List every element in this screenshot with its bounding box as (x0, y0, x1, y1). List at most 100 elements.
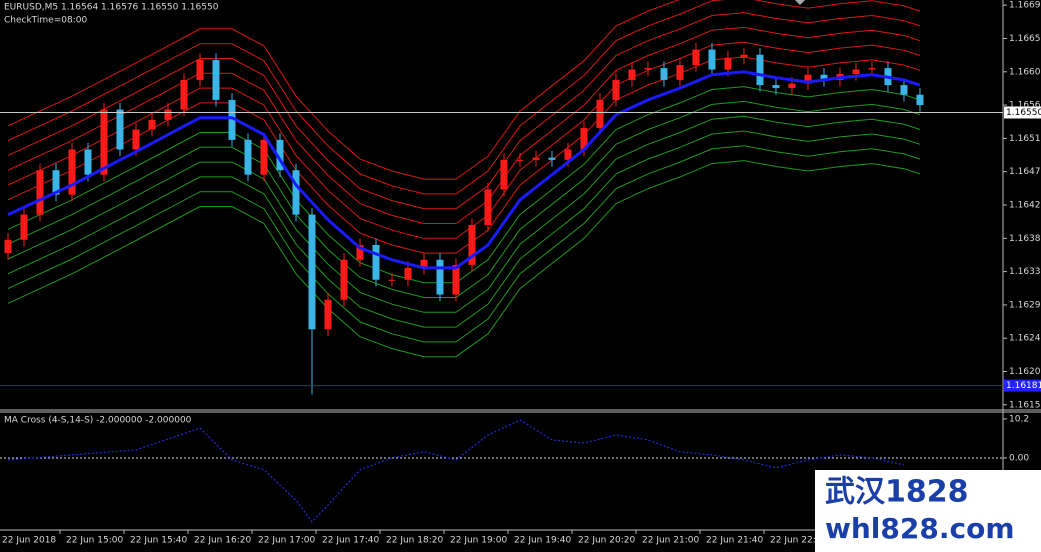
y-tick-label: 1.16290 (1009, 300, 1041, 310)
y-tick-label: 1.16560 (1009, 101, 1041, 111)
candle-body (596, 99, 604, 129)
x-tick-label: 22 Jun 17:40 (322, 536, 379, 546)
x-tick-label: 22 Jun 15:40 (130, 536, 187, 546)
candle-body (564, 149, 572, 160)
chart-title: EURUSD,M5 1.16564 1.16576 1.16550 1.1655… (4, 3, 219, 13)
x-tick-label: 22 Jun 22:20 (770, 536, 827, 546)
candle-body (916, 94, 924, 106)
candle-body (388, 279, 396, 281)
candle-body (676, 65, 684, 80)
candle-body (212, 59, 220, 100)
chart-subtitle: CheckTime=08:00 (4, 16, 87, 26)
y-tick-label: 1.16650 (1009, 34, 1041, 44)
y-tick-label: 10.2 (1009, 414, 1029, 424)
candle-body (260, 139, 268, 175)
candle-body (404, 267, 412, 280)
candle-body (724, 57, 732, 70)
candle-body (692, 49, 700, 66)
envelope-line (7, 0, 680, 180)
x-tick-label: 22 Jun 16:20 (194, 536, 251, 546)
candle-body (580, 128, 588, 150)
y-tick-label: 1.16380 (1009, 234, 1041, 244)
envelope-line (7, 56, 921, 254)
candle-body (820, 74, 828, 80)
candle-body (868, 68, 876, 70)
candle-body (468, 224, 476, 265)
candle-body (4, 239, 12, 254)
candle-body (276, 139, 284, 171)
x-tick-label: 22 Jun 15:00 (66, 536, 123, 546)
candle-body (660, 68, 668, 80)
envelope-line (7, 145, 921, 343)
envelope-line (7, 12, 921, 210)
candle-body (356, 244, 364, 260)
y-tick-label: 0.00 (1009, 453, 1029, 463)
envelope-line (7, 130, 921, 328)
watermark-box (815, 470, 1041, 552)
candle-body (164, 109, 172, 120)
x-tick-label: 22 Jun 20:20 (578, 536, 635, 546)
candle-body (436, 259, 444, 295)
candle-body (708, 49, 716, 70)
candle-body (372, 244, 380, 280)
candle-body (84, 149, 92, 175)
indicator-title: MA Cross (4-S,14-S) -2.000000 -2.000000 (4, 416, 192, 426)
candle-body (20, 214, 28, 240)
envelope-line (7, 100, 921, 298)
candle-body (644, 68, 652, 70)
candle-body (628, 69, 636, 80)
watermark-line1: 武汉1828 (825, 475, 969, 510)
y-tick-label: 1.16155 (1009, 400, 1041, 410)
candle-body (772, 85, 780, 89)
shift-marker (795, 0, 805, 5)
level-label: 1.16181 (1006, 381, 1041, 391)
candle-body (756, 54, 764, 86)
x-tick-label: 22 Jun 21:00 (642, 536, 699, 546)
candle-body (292, 170, 300, 215)
y-tick-label: 1.16425 (1009, 201, 1041, 211)
candle-body (420, 259, 428, 268)
envelope-line (7, 41, 921, 239)
candle-body (52, 170, 60, 195)
candle-body (228, 99, 236, 140)
indicator-line (7, 419, 905, 523)
level-label-box (1004, 379, 1041, 392)
y-tick-label: 1.16335 (1009, 267, 1041, 277)
candle-body (196, 59, 204, 80)
x-tick-label: 22 Jun 17:00 (258, 536, 315, 546)
x-tick-label: 22 Jun 21:40 (706, 536, 763, 546)
y-tick-label: 1.16515 (1009, 134, 1041, 144)
envelope-line (7, 86, 921, 284)
candle-body (324, 299, 332, 330)
candle-body (852, 69, 860, 75)
y-tick-label: 1.16245 (1009, 334, 1041, 344)
candle-body (340, 259, 348, 300)
candle-body (308, 214, 316, 330)
price-label-box (1004, 106, 1041, 119)
candle-body (180, 79, 188, 110)
candle-body (788, 83, 796, 89)
candle-body (532, 157, 540, 160)
price-label: 1.16550 (1006, 108, 1041, 118)
candle-body (452, 264, 460, 295)
candle-body (100, 109, 108, 175)
candle-body (36, 170, 44, 215)
candle-body (900, 85, 908, 95)
envelope-line (7, 0, 921, 195)
y-tick-label: 1.16605 (1009, 67, 1041, 77)
candle-body (612, 79, 620, 100)
candle-body (548, 157, 556, 160)
candle-body (804, 74, 812, 84)
ma-line (7, 70, 921, 270)
candle-body (484, 189, 492, 225)
y-tick-label: 1.16200 (1009, 367, 1041, 377)
watermark-line2: whl828.com (825, 512, 1015, 545)
x-tick-label: 22 Jun 2018 (2, 536, 56, 546)
candle-body (516, 159, 524, 161)
candle-body (244, 139, 252, 175)
x-tick-label: 22 Jun 18:20 (386, 536, 443, 546)
candle-body (116, 109, 124, 150)
candle-body (740, 54, 748, 58)
